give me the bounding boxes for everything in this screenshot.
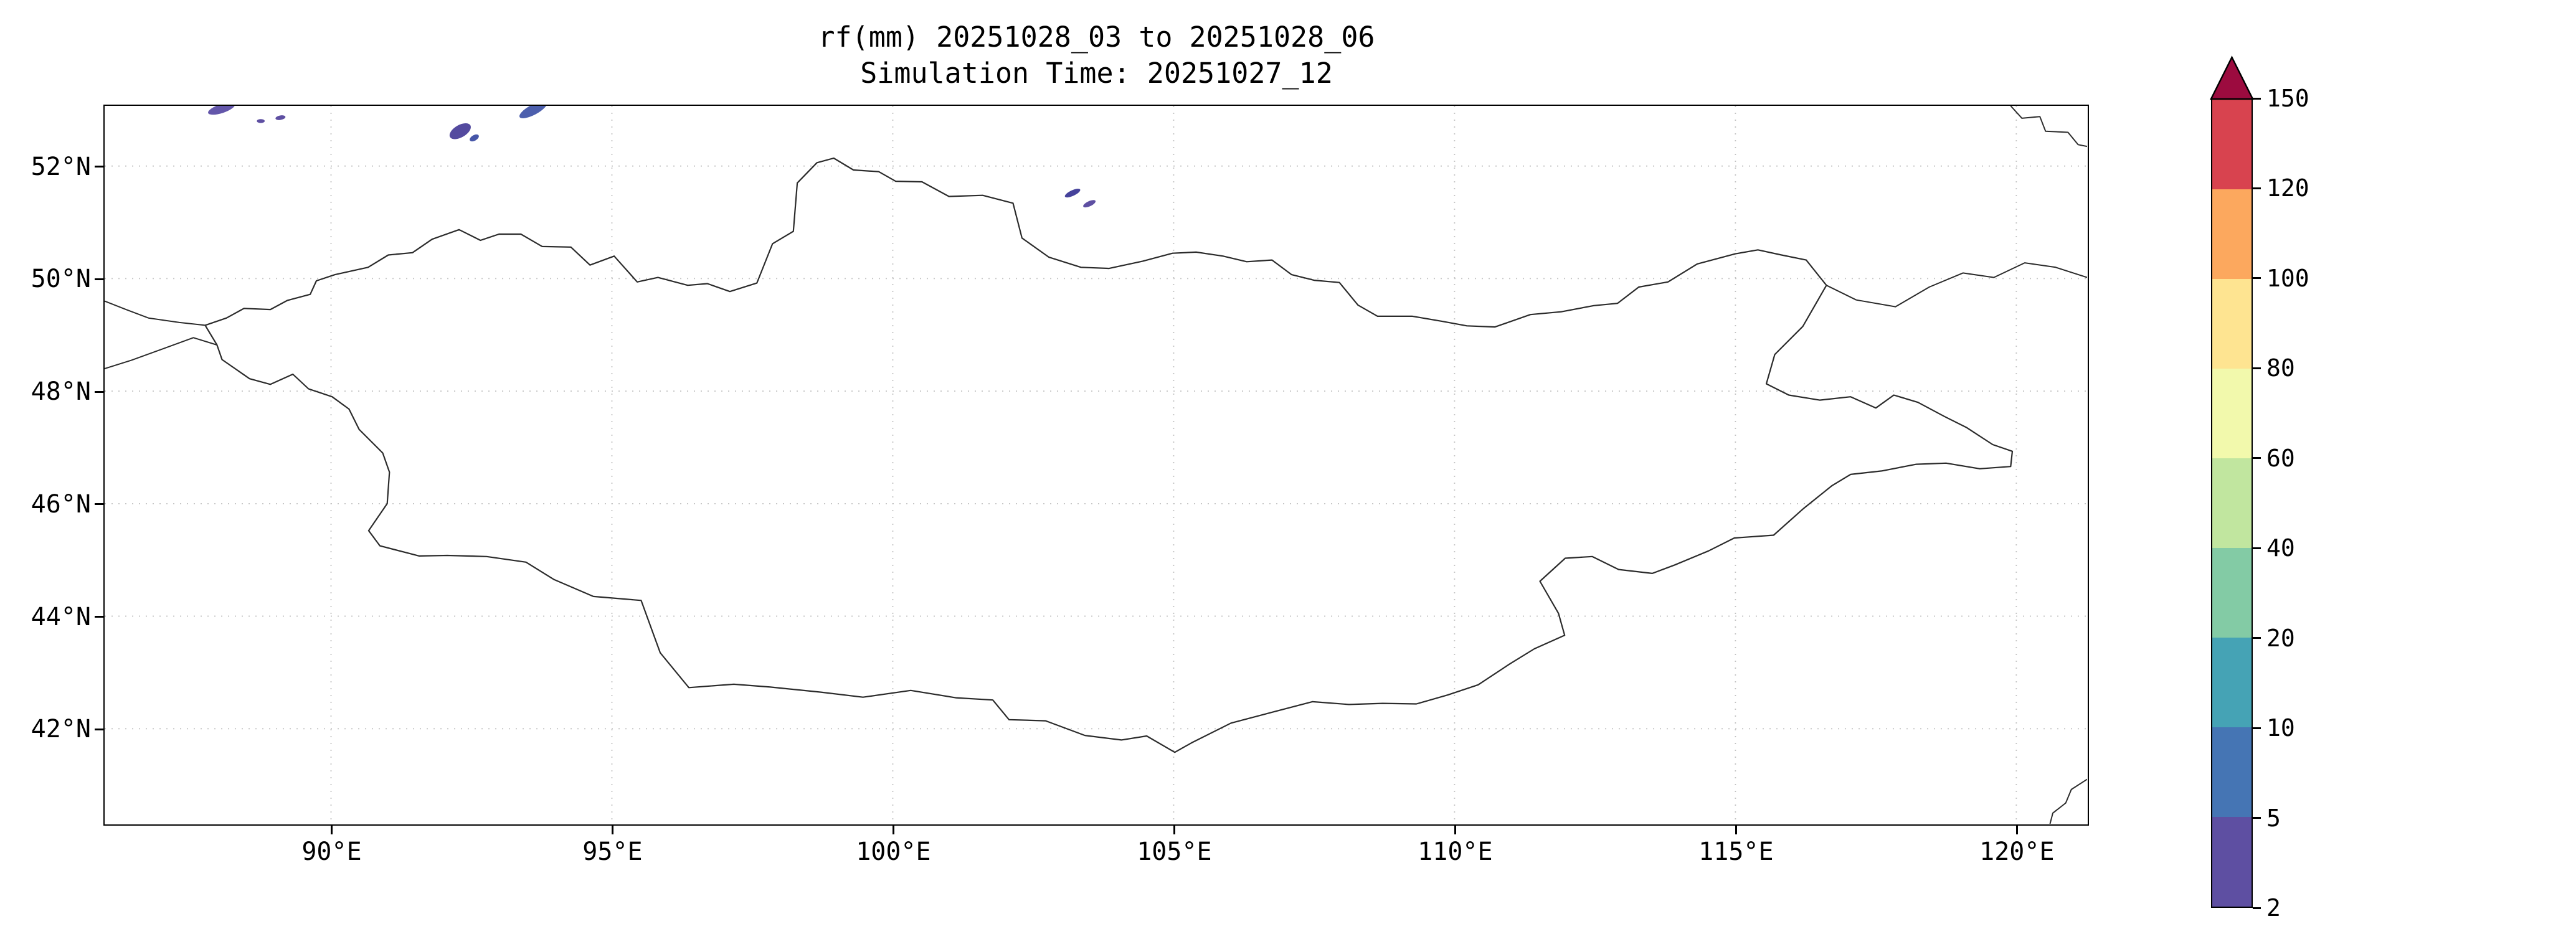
neighbor-border-line (2049, 778, 2087, 824)
y-axis-tick (95, 166, 103, 168)
colorbar-tick (2253, 277, 2261, 280)
colorbar-tick (2253, 817, 2261, 819)
y-axis-tick (95, 503, 103, 506)
colorbar-tick (2253, 547, 2261, 549)
y-axis-tick (95, 278, 103, 280)
precipitation-patch (449, 123, 471, 139)
precipitation-patch (1083, 200, 1096, 208)
colorbar-tick-label: 5 (2266, 804, 2281, 832)
colorbar-segment (2212, 189, 2252, 279)
precipitation-patch (208, 106, 235, 115)
precipitation-patch (257, 119, 265, 123)
colorbar-tick (2253, 637, 2261, 639)
colorbar-arrow-shape (2209, 55, 2255, 100)
colorbar-segment (2212, 817, 2252, 907)
x-axis-tick-label: 115°E (1698, 837, 1774, 866)
map-svg (105, 106, 2087, 824)
y-axis-tick-label: 42°N (31, 715, 91, 744)
y-axis-tick (95, 616, 103, 618)
neighbor-border-line (2010, 106, 2087, 148)
y-axis-tick-label: 52°N (31, 152, 91, 181)
precipitation-patch (275, 115, 286, 120)
colorbar-tick-label: 20 (2266, 624, 2295, 652)
y-axis-tick-label: 50°N (31, 265, 91, 294)
precipitation-patch (519, 106, 547, 118)
mongolia-border-outline (204, 157, 2014, 753)
colorbar-tick (2253, 907, 2261, 909)
y-axis-tick (95, 390, 103, 393)
chart-subtitle: Simulation Time: 20251027_12 (860, 57, 1333, 90)
neighbor-border-line (105, 300, 206, 326)
colorbar-tick-label: 2 (2266, 894, 2281, 922)
chart-title: rf(mm) 20251028_03 to 20251028_06 (818, 21, 1375, 54)
y-axis-tick-label: 48°N (31, 377, 91, 407)
y-axis-tick-label: 46°N (31, 489, 91, 519)
colorbar-segment (2212, 369, 2252, 458)
x-axis-tick (611, 826, 613, 834)
map-plot-area (103, 105, 2089, 826)
x-axis-tick-label: 110°E (1418, 837, 1493, 866)
colorbar-tick-label: 40 (2266, 534, 2295, 562)
colorbar-tick-label: 120 (2266, 174, 2309, 202)
y-axis-tick-label: 44°N (31, 602, 91, 631)
colorbar-segment (2212, 727, 2252, 817)
colorbar-tick (2253, 97, 2261, 100)
x-axis-tick-label: 100°E (856, 837, 931, 866)
neighbor-border-line (1826, 262, 2087, 308)
x-axis-tick (892, 826, 894, 834)
x-axis-tick-label: 90°E (301, 837, 362, 866)
colorbar-segment (2212, 548, 2252, 638)
colorbar-segment (2212, 100, 2252, 189)
colorbar-tick-label: 80 (2266, 354, 2295, 382)
colorbar-tick (2253, 367, 2261, 369)
x-axis-tick (2015, 826, 2018, 834)
colorbar-over-arrow (2209, 55, 2255, 100)
precipitation-patch (470, 134, 479, 142)
colorbar-tick-label: 10 (2266, 714, 2295, 742)
y-axis-tick (95, 728, 103, 730)
colorbar-tick (2253, 457, 2261, 460)
colorbar-segment (2212, 638, 2252, 727)
x-axis-tick-label: 95°E (582, 837, 643, 866)
neighbor-border-line (105, 337, 217, 369)
colorbar-tick-label: 150 (2266, 85, 2309, 112)
x-axis-tick-label: 105°E (1137, 837, 1212, 866)
colorbar-bar (2211, 98, 2253, 908)
precipitation-patch (1064, 189, 1081, 198)
x-axis-tick-label: 120°E (1979, 837, 2055, 866)
colorbar-segment (2212, 458, 2252, 548)
x-axis-tick (1735, 826, 1737, 834)
colorbar-tick (2253, 187, 2261, 189)
colorbar-tick-label: 100 (2266, 264, 2309, 292)
x-axis-tick (330, 826, 333, 834)
colorbar-segment (2212, 279, 2252, 369)
x-axis-tick (1173, 826, 1175, 834)
colorbar-tick-label: 60 (2266, 444, 2295, 472)
colorbar-tick (2253, 727, 2261, 729)
x-axis-tick (1454, 826, 1456, 834)
